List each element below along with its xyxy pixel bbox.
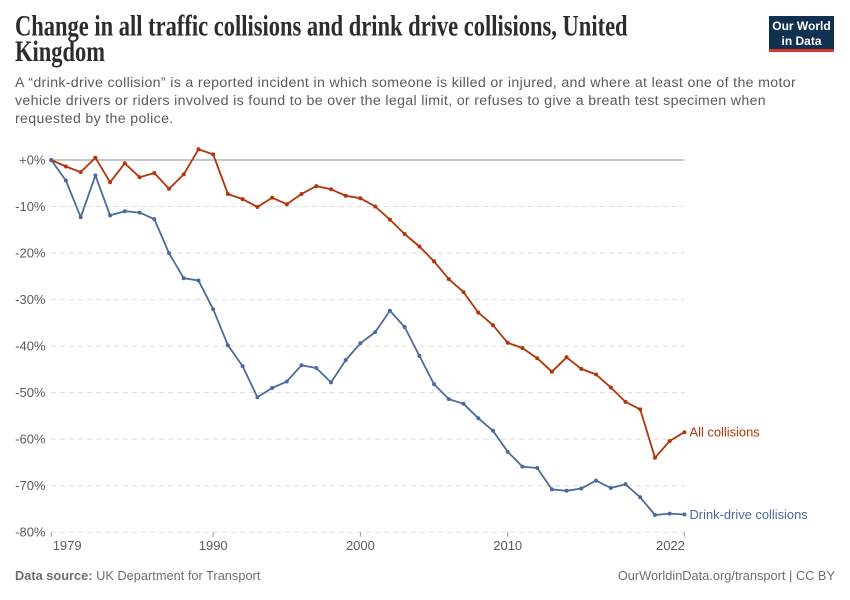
svg-text:Drink-drive collisions: Drink-drive collisions: [690, 507, 808, 522]
svg-text:-10%: -10%: [15, 199, 46, 214]
svg-text:All collisions: All collisions: [690, 425, 760, 440]
svg-text:-30%: -30%: [15, 292, 46, 307]
svg-text:2022: 2022: [656, 538, 685, 553]
svg-text:2010: 2010: [493, 538, 522, 553]
svg-text:1979: 1979: [53, 538, 82, 553]
svg-text:+0%: +0%: [19, 153, 46, 168]
svg-text:2000: 2000: [346, 538, 375, 553]
svg-text:-80%: -80%: [15, 525, 46, 540]
svg-text:-20%: -20%: [15, 246, 46, 261]
svg-text:1990: 1990: [199, 538, 228, 553]
svg-text:-50%: -50%: [15, 385, 46, 400]
svg-text:-60%: -60%: [15, 432, 46, 447]
svg-text:-70%: -70%: [15, 478, 46, 493]
svg-text:-40%: -40%: [15, 339, 46, 354]
